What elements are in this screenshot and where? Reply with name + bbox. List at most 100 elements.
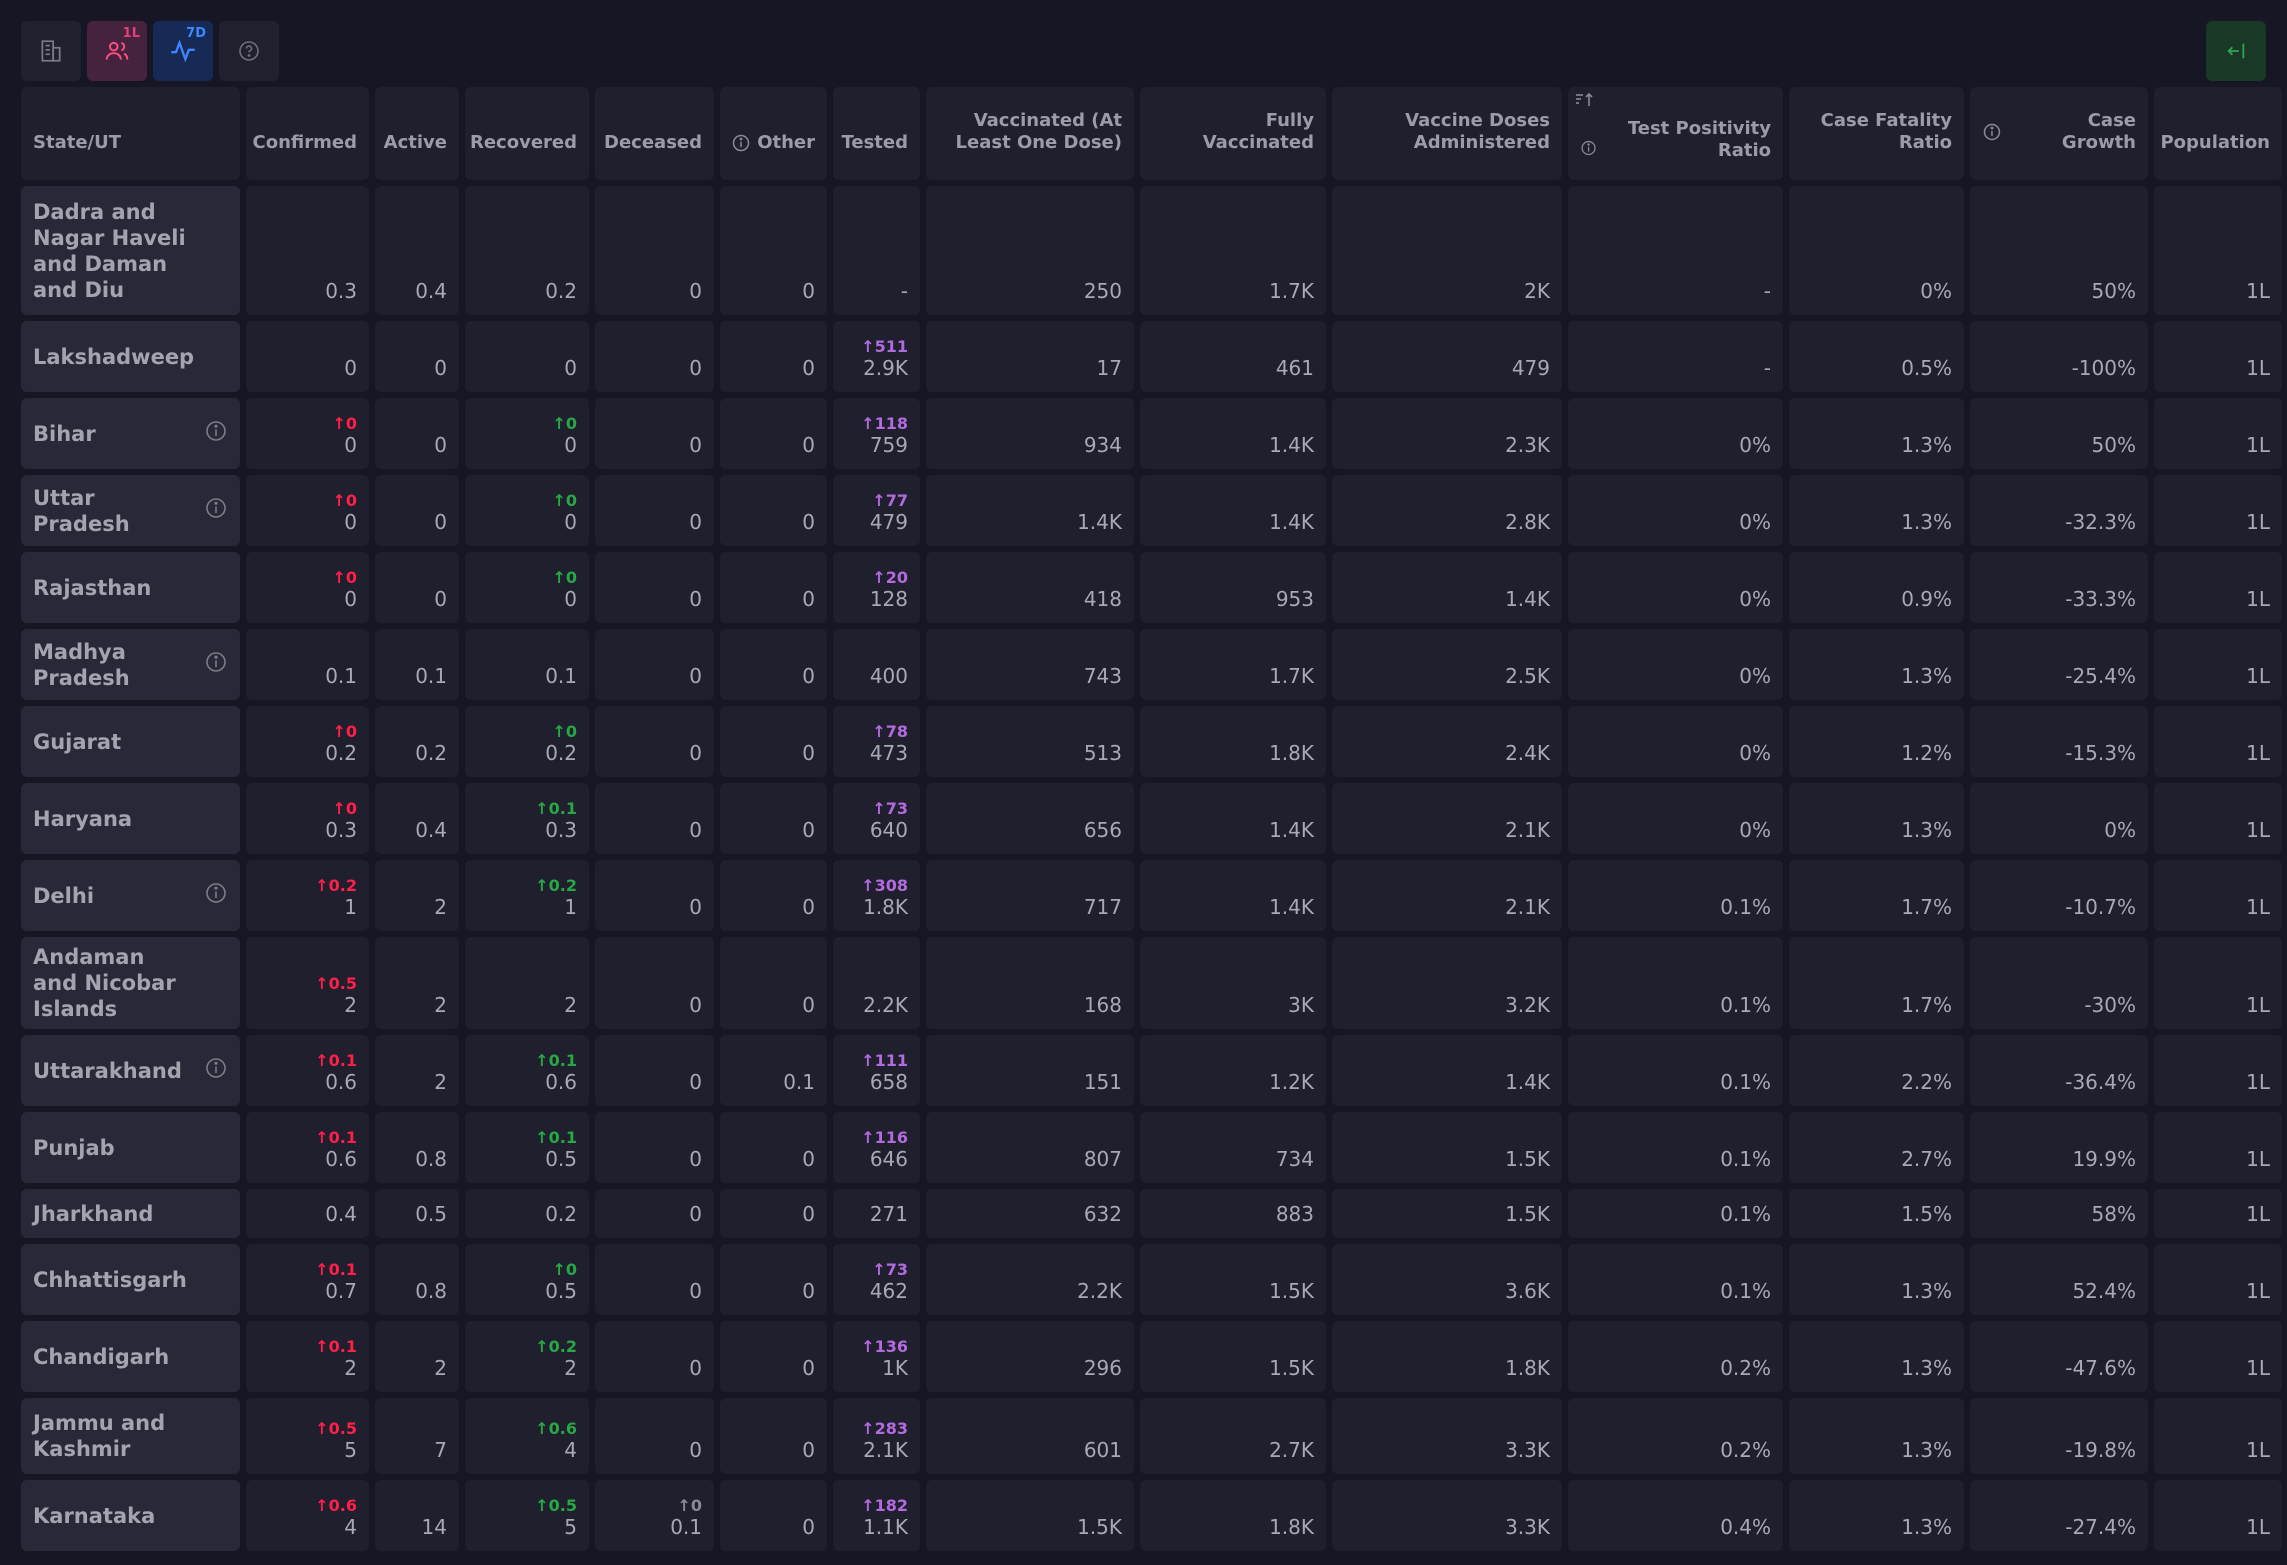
cell-fully-vaccinated: 1.4K bbox=[1140, 475, 1326, 546]
cell-other: 0 bbox=[720, 860, 827, 931]
state-cell[interactable]: Gujarat bbox=[21, 706, 240, 777]
header-state[interactable]: State/UT bbox=[21, 87, 240, 180]
header-recovered[interactable]: Recovered bbox=[465, 87, 589, 180]
info-icon[interactable] bbox=[204, 1056, 228, 1086]
cell-value: 0.2 bbox=[545, 279, 577, 303]
users-button[interactable]: 1L bbox=[87, 21, 147, 81]
cell-tested: ↑78 473 bbox=[833, 706, 920, 777]
state-name: Punjab bbox=[33, 1135, 115, 1160]
cell-vaccine-doses: 1.5K bbox=[1332, 1112, 1562, 1183]
header-deceased[interactable]: Deceased bbox=[595, 87, 714, 180]
cell-test-positivity: - bbox=[1568, 186, 1783, 315]
header-case-growth[interactable]: Case Growth bbox=[1970, 87, 2148, 180]
header-population[interactable]: Population bbox=[2154, 87, 2282, 180]
info-icon[interactable] bbox=[204, 496, 228, 526]
state-cell[interactable]: Punjab bbox=[21, 1112, 240, 1183]
cell-value: 2 bbox=[344, 993, 357, 1017]
state-cell[interactable]: Lakshadweep bbox=[21, 321, 240, 392]
cell-value: 1.5K bbox=[1269, 1279, 1314, 1303]
state-cell[interactable]: Chandigarh bbox=[21, 1321, 240, 1392]
cell-value: 1L bbox=[2246, 433, 2270, 457]
header-label: Other bbox=[757, 132, 815, 153]
cell-value: 0 bbox=[434, 510, 447, 534]
cell-deceased: 0 bbox=[595, 1112, 714, 1183]
header-vaccinated-one-dose[interactable]: Vaccinated (At Least One Dose) bbox=[926, 87, 1134, 180]
cell-value: 513 bbox=[1083, 741, 1122, 765]
state-cell[interactable]: Chhattisgarh bbox=[21, 1244, 240, 1315]
header-vaccine-doses[interactable]: Vaccine Doses Administered bbox=[1332, 87, 1562, 180]
info-icon[interactable] bbox=[204, 650, 228, 680]
cell-case-growth: -27.4% bbox=[1970, 1480, 2148, 1551]
cell-vaccine-doses: 2K bbox=[1332, 186, 1562, 315]
info-icon[interactable] bbox=[204, 419, 228, 449]
cell-value: 0.1% bbox=[1720, 1279, 1771, 1303]
cell-value: 1.4K bbox=[1269, 433, 1314, 457]
cell-other: 0 bbox=[720, 475, 827, 546]
info-icon[interactable] bbox=[204, 881, 228, 911]
help-button[interactable] bbox=[219, 21, 279, 81]
cell-recovered: 0.2 bbox=[465, 1189, 589, 1238]
header-other[interactable]: Other bbox=[720, 87, 827, 180]
state-cell[interactable]: Jharkhand bbox=[21, 1189, 240, 1238]
header-test-positivity[interactable]: Test Positivity Ratio bbox=[1568, 87, 1783, 180]
info-icon[interactable] bbox=[731, 133, 751, 153]
header-label: Tested bbox=[841, 132, 908, 153]
cell-fully-vaccinated: 1.4K bbox=[1140, 398, 1326, 469]
header-case-fatality[interactable]: Case Fatality Ratio bbox=[1789, 87, 1964, 180]
state-name: Karnataka bbox=[33, 1503, 156, 1528]
cell-value: 0% bbox=[1739, 818, 1771, 842]
state-name: Rajasthan bbox=[33, 575, 152, 600]
header-active[interactable]: Active bbox=[375, 87, 459, 180]
state-cell[interactable]: Rajasthan bbox=[21, 552, 240, 623]
delta-value: ↑308 bbox=[861, 876, 908, 895]
cell-value: 1.4K bbox=[1269, 510, 1314, 534]
state-cell[interactable]: Uttarakhand bbox=[21, 1035, 240, 1106]
cell-value: 0 bbox=[344, 433, 357, 457]
state-cell[interactable]: Karnataka bbox=[21, 1480, 240, 1551]
state-cell[interactable]: Uttar Pradesh bbox=[21, 475, 240, 546]
state-cell[interactable]: Jammu and Kashmir bbox=[21, 1398, 240, 1474]
state-name: Andaman and Nicobar Islands bbox=[33, 945, 176, 1021]
cell-test-positivity: - bbox=[1568, 321, 1783, 392]
state-cell[interactable]: Haryana bbox=[21, 783, 240, 854]
cell-test-positivity: 0% bbox=[1568, 706, 1783, 777]
cell-confirmed: 0.1 bbox=[246, 629, 369, 700]
state-cell[interactable]: Delhi bbox=[21, 860, 240, 931]
cell-population: 1L bbox=[2154, 1112, 2282, 1183]
cell-recovered: 2 bbox=[465, 937, 589, 1029]
header-tested[interactable]: Tested bbox=[833, 87, 920, 180]
cell-test-positivity: 0% bbox=[1568, 398, 1783, 469]
cell-active: 7 bbox=[375, 1398, 459, 1474]
collapse-panel-button[interactable] bbox=[2206, 21, 2266, 81]
state-cell[interactable]: Dadra and Nagar Haveli and Daman and Diu bbox=[21, 186, 240, 315]
cell-population: 1L bbox=[2154, 1035, 2282, 1106]
cell-value: 2.5K bbox=[1505, 664, 1550, 688]
cell-value: 0 bbox=[802, 741, 815, 765]
building-button[interactable] bbox=[21, 21, 81, 81]
cell-vaccinated: 418 bbox=[926, 552, 1134, 623]
header-fully-vaccinated[interactable]: Fully Vaccinated bbox=[1140, 87, 1326, 180]
cell-value: 479 bbox=[1511, 356, 1550, 380]
activity-button[interactable]: 7D bbox=[153, 21, 213, 81]
cell-value: 3.6K bbox=[1505, 1279, 1550, 1303]
info-icon[interactable] bbox=[1580, 138, 1597, 158]
cell-value: 0.3 bbox=[325, 279, 357, 303]
cell-test-positivity: 0.4% bbox=[1568, 1480, 1783, 1551]
cell-test-positivity: 0% bbox=[1568, 475, 1783, 546]
cell-vaccinated: 151 bbox=[926, 1035, 1134, 1106]
cell-value: 759 bbox=[869, 433, 908, 457]
cell-value: 2.1K bbox=[1505, 818, 1550, 842]
cell-confirmed: ↑0.2 1 bbox=[246, 860, 369, 931]
state-cell[interactable]: Madhya Pradesh bbox=[21, 629, 240, 700]
cell-active: 2 bbox=[375, 937, 459, 1029]
state-cell[interactable]: Andaman and Nicobar Islands bbox=[21, 937, 240, 1029]
cell-fully-vaccinated: 2.7K bbox=[1140, 1398, 1326, 1474]
delta-value: ↑0 bbox=[552, 1260, 577, 1279]
cell-case-growth: -10.7% bbox=[1970, 860, 2148, 931]
state-cell[interactable]: Bihar bbox=[21, 398, 240, 469]
cell-confirmed: ↑0.1 0.6 bbox=[246, 1112, 369, 1183]
delta-value: ↑0.5 bbox=[315, 1419, 357, 1438]
cell-value: 2 bbox=[434, 993, 447, 1017]
header-confirmed[interactable]: Confirmed bbox=[246, 87, 369, 180]
info-icon[interactable] bbox=[1982, 122, 2002, 142]
